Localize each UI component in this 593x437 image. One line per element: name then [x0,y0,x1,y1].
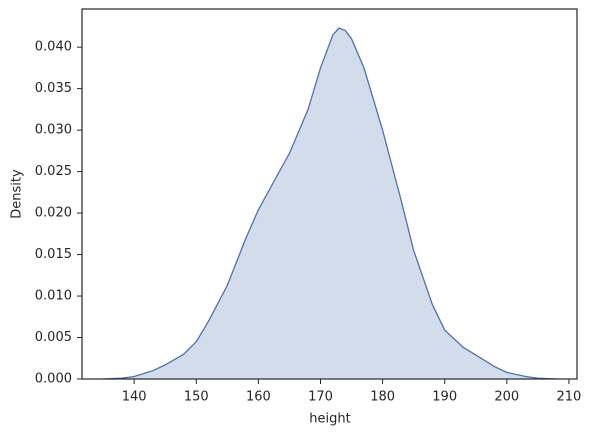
y-tick-label: 0.025 [35,164,72,179]
density-area [103,28,557,380]
plot-frame [81,8,578,380]
x-tick-label: 200 [494,390,519,405]
y-tick-label: 0.035 [35,81,72,96]
y-tick-label: 0.040 [35,40,72,55]
x-tick-label: 150 [184,390,209,405]
x-tick-label: 170 [308,390,333,405]
density-line [103,27,557,380]
y-tick-label: 0.015 [35,247,72,262]
x-tick-label: 140 [122,390,147,405]
y-tick-label: 0.000 [35,372,72,387]
y-tick-label: 0.030 [35,123,72,138]
x-tick-label: 210 [557,390,582,405]
x-tick-label: 160 [246,390,271,405]
x-tick-label: 190 [432,390,457,405]
y-tick-label: 0.005 [35,330,72,345]
x-tick-label: 180 [370,390,395,405]
y-axis-label: Density [10,169,25,219]
x-axis-label: height [309,412,350,427]
y-tick-label: 0.010 [35,289,72,304]
y-tick-label: 0.020 [35,206,72,221]
